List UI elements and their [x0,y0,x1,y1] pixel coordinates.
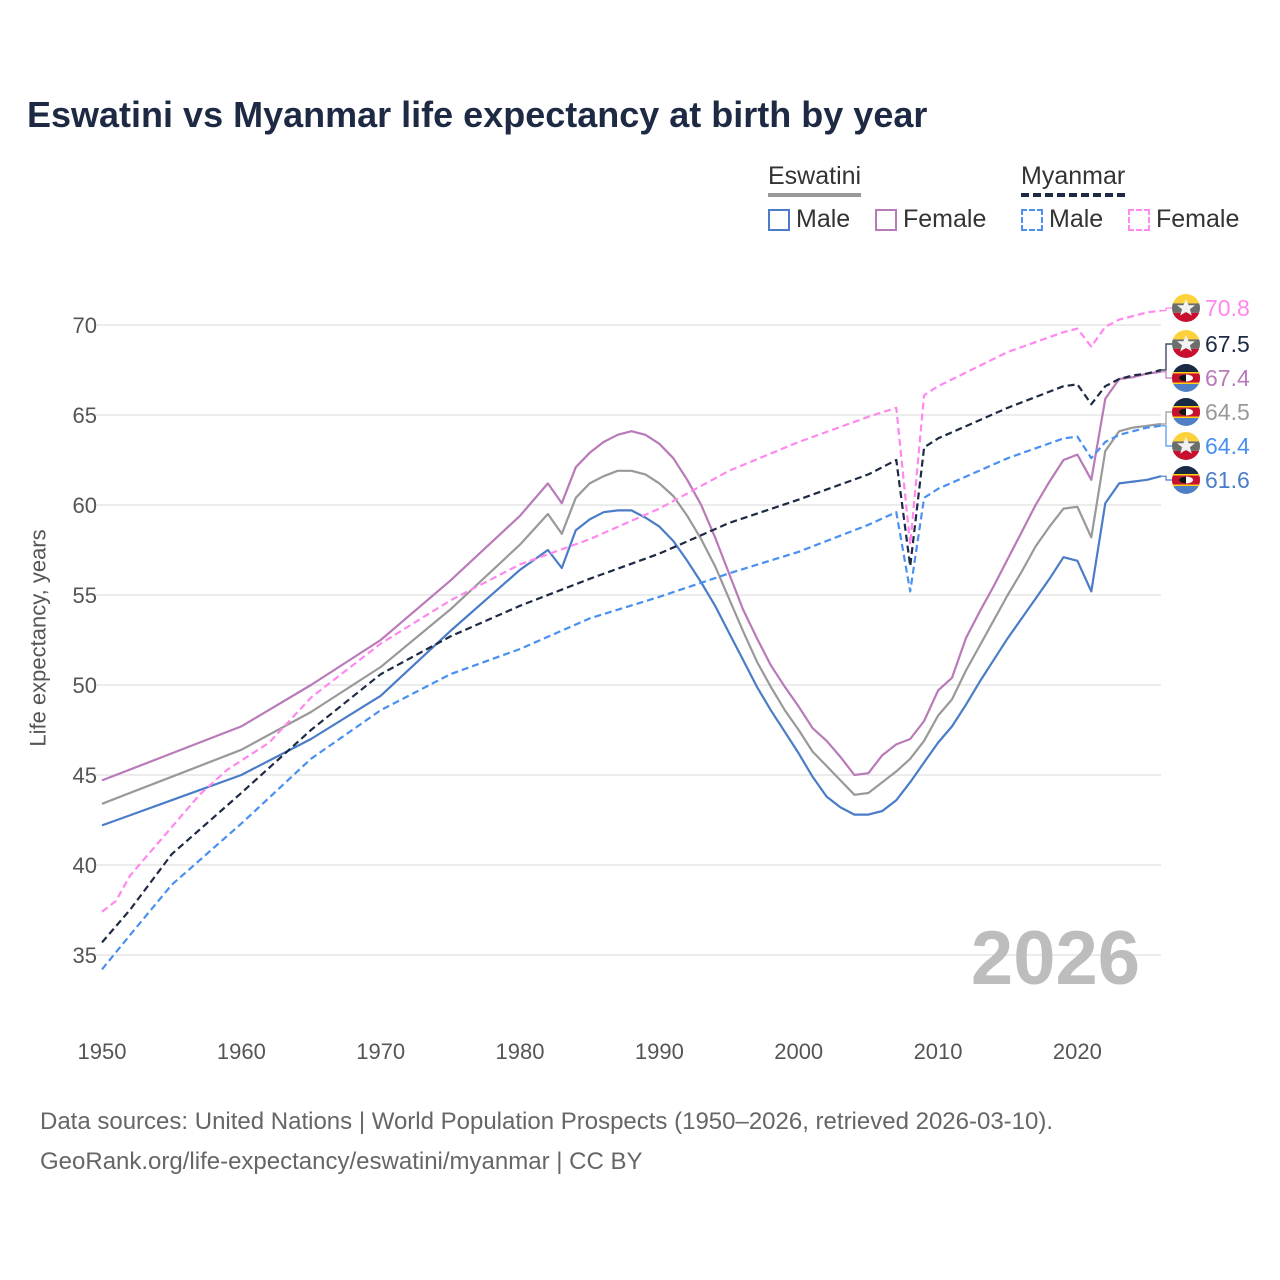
end-value-label: 70.8 [1205,295,1250,321]
label-connector [1161,425,1172,447]
eswatini-flag-icon [1172,466,1200,494]
label-connector [1161,475,1172,481]
end-value-label: 67.4 [1205,365,1250,391]
legend-myanmar-male[interactable]: Male [1021,205,1103,234]
series-line-eswatini-male [101,475,1162,827]
legend-group-myanmar[interactable]: Myanmar [1021,162,1126,197]
source-link[interactable]: GeoRank.org/life-expectancy/eswatini/mya… [40,1148,643,1175]
series-line-myanmar [101,368,1162,944]
flag-stripe [1172,312,1200,322]
flag-body [1172,294,1200,322]
myanmar-flag-icon [1172,294,1200,322]
legend-swatch [1128,208,1150,231]
eswatini-flag-icon [1172,364,1200,392]
label-connector [1161,343,1172,371]
flag-star [1177,437,1195,454]
series-line-myanmar-male [101,424,1162,971]
x-tick-label: 1960 [217,1039,266,1064]
legend-swatch [768,208,790,231]
myanmar-flag-icon [1172,432,1200,460]
y-tick-label: 50 [73,673,97,698]
end-value-label: 67.5 [1205,331,1250,357]
flag-shield-dark [1179,408,1186,416]
legend-eswatini-male[interactable]: Male [768,205,850,234]
label-connector [1161,307,1172,312]
legend-swatch [1021,208,1043,231]
legend-label: Male [796,205,851,233]
chart-title: Eswatini vs Myanmar life expectancy at b… [27,94,928,135]
x-tick-label: 2020 [1053,1039,1102,1064]
flag-stripe [1172,450,1200,460]
end-value-label: 61.6 [1205,467,1250,493]
end-value-label: 64.4 [1205,433,1250,459]
flag-stripe [1172,398,1200,407]
series-line-eswatini-female [101,370,1162,782]
legend-swatch [875,208,897,231]
x-tick-label: 2010 [914,1039,963,1064]
flag-body [1172,330,1200,358]
y-tick-label: 65 [73,403,97,428]
x-tick-label: 1990 [635,1039,684,1064]
end-value-label: 64.5 [1205,399,1250,425]
x-tick-label: 1950 [78,1039,127,1064]
x-tick-label: 1980 [496,1039,545,1064]
flag-star [1177,335,1195,352]
legend-eswatini-female[interactable]: Female [875,205,986,234]
flag-shield-dark [1179,374,1186,382]
eswatini-flag-icon [1172,398,1200,426]
y-tick-label: 45 [73,763,97,788]
flag-stripe [1172,466,1200,475]
current-year-watermark: 2026 [970,916,1140,1001]
legend-group-eswatini[interactable]: Eswatini [768,162,862,197]
flag-star [1177,299,1195,316]
y-tick-label: 55 [73,583,97,608]
y-tick-label: 60 [73,493,97,518]
y-tick-label: 35 [73,943,97,968]
legend-label: Female [903,205,987,233]
legend-myanmar-female[interactable]: Female [1128,205,1239,234]
flag-stripe [1172,294,1200,304]
flag-body [1172,466,1200,494]
y-tick-label: 40 [73,853,97,878]
flag-stripe [1172,330,1200,340]
flag-body [1172,398,1200,426]
source-note: Data sources: United Nations | World Pop… [40,1108,1054,1135]
series-line-eswatini [101,422,1162,805]
legend-label: Male [1049,205,1104,233]
flag-shield-dark [1179,476,1186,484]
flag-stripe [1172,364,1200,373]
legend-label: Female [1156,205,1240,233]
flag-body [1172,364,1200,392]
flag-stripe [1172,432,1200,442]
label-connector [1161,411,1172,425]
label-connector [1161,371,1172,379]
y-tick-label: 70 [73,313,97,338]
x-tick-label: 2000 [774,1039,823,1064]
flag-body [1172,432,1200,460]
flag-stripe [1172,348,1200,358]
series-line-myanmar-female [101,309,1162,913]
myanmar-flag-icon [1172,330,1200,358]
x-tick-label: 1970 [356,1039,405,1064]
